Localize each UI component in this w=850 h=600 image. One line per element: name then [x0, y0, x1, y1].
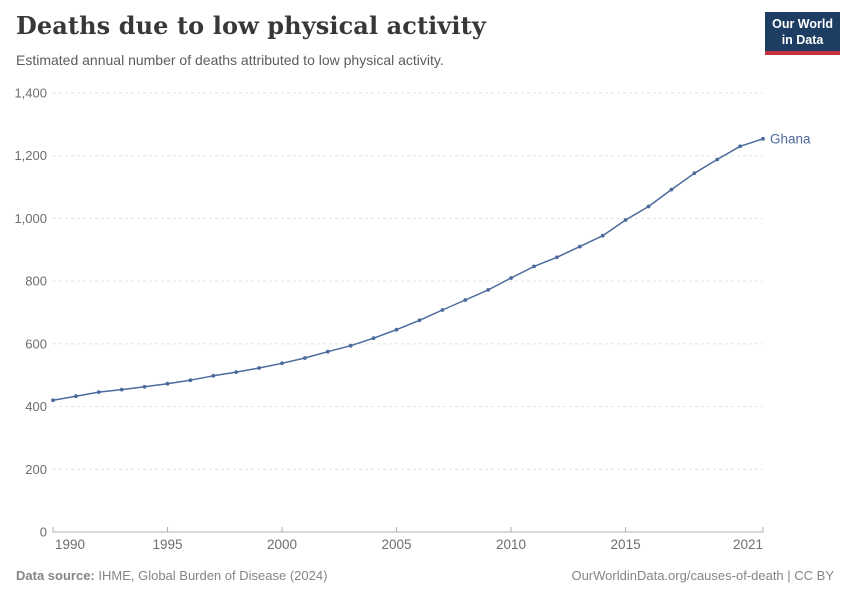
data-point	[394, 327, 399, 332]
x-tick-label: 2015	[611, 537, 641, 552]
y-tick-label: 1,000	[14, 211, 47, 226]
data-point	[440, 308, 445, 312]
chart-footer: Data source: IHME, Global Burden of Dise…	[16, 568, 834, 583]
x-tick-label: 2021	[733, 537, 763, 552]
page-subtitle: Estimated annual number of deaths attrib…	[16, 52, 444, 68]
data-point	[692, 171, 697, 176]
data-point	[325, 349, 330, 354]
owid-logo[interactable]: Our World in Data	[765, 12, 840, 56]
data-point	[761, 136, 765, 141]
data-point	[486, 288, 491, 292]
data-point	[646, 204, 651, 209]
y-tick-label: 1,400	[14, 86, 47, 101]
license-credit[interactable]: OurWorldinData.org/causes-of-death | CC …	[571, 568, 834, 583]
data-point	[577, 244, 582, 249]
data-point	[669, 187, 674, 192]
data-source-label: Data source:	[16, 568, 95, 583]
x-tick-label: 1995	[152, 537, 182, 552]
data-point	[463, 298, 468, 302]
y-tick-label: 400	[25, 399, 47, 414]
data-point	[211, 373, 216, 378]
line-chart-svg[interactable]: 0 200 400 600 800 1,000 1,200 1,400 1990 1995 2000…	[0, 85, 850, 555]
data-point	[348, 343, 353, 348]
data-point	[257, 366, 261, 370]
data-point	[119, 387, 124, 392]
data-point	[555, 255, 559, 260]
trend-line	[52, 138, 764, 402]
data-point	[188, 378, 193, 383]
data-point	[96, 390, 101, 394]
data-point	[74, 394, 78, 399]
y-tick-label: 1,200	[14, 148, 47, 163]
entity-label: Ghana	[770, 131, 811, 146]
owid-logo-line2: in Data	[781, 32, 824, 47]
x-tick-label: 2005	[382, 537, 412, 552]
data-point	[280, 361, 284, 366]
data-point	[371, 336, 376, 341]
data-point	[417, 318, 422, 323]
data-point	[142, 384, 147, 389]
y-tick-label: 0	[40, 525, 47, 540]
data-point	[532, 264, 536, 269]
data-source-value: IHME, Global Burden of Disease (2024)	[94, 568, 328, 583]
data-point	[51, 398, 55, 403]
x-tick-label: 2010	[496, 537, 526, 552]
y-tick-label: 800	[25, 274, 47, 289]
data-point	[303, 356, 307, 360]
page-title: Deaths due to low physical activity	[16, 11, 486, 40]
line-chart-canvas[interactable]: 0 200 400 600 800 1,000 1,200 1,400 1990 1995 2000…	[0, 85, 850, 555]
data-point	[715, 157, 720, 162]
data-point	[509, 276, 513, 280]
y-tick-label: 200	[25, 462, 47, 477]
data-point	[600, 233, 605, 238]
y-tick-label: 600	[25, 336, 47, 351]
x-tick-label: 2000	[267, 537, 297, 552]
owid-logo-line1: Our World	[772, 17, 833, 31]
data-point	[234, 370, 239, 374]
x-tick-label: 1990	[55, 537, 85, 552]
data-source: Data source: IHME, Global Burden of Dise…	[16, 568, 327, 583]
data-point	[623, 218, 628, 222]
data-point	[738, 144, 742, 149]
data-point	[165, 381, 170, 386]
